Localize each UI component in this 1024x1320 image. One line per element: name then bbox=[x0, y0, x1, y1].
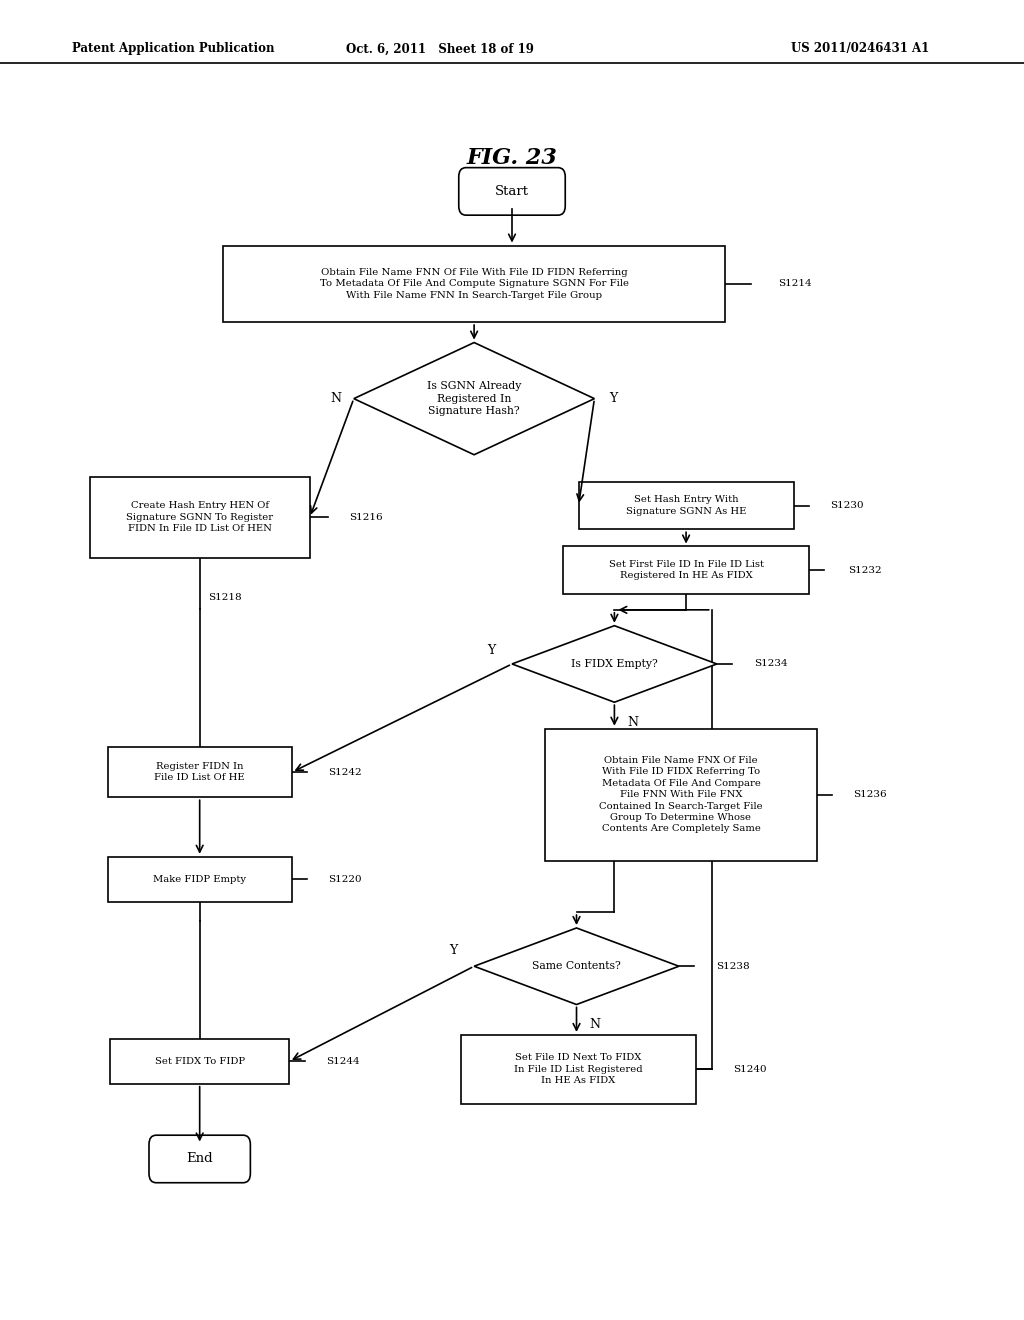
Polygon shape bbox=[474, 928, 679, 1005]
Bar bbox=[111, 1039, 289, 1084]
Text: Same Contents?: Same Contents? bbox=[532, 961, 621, 972]
Text: S1230: S1230 bbox=[830, 502, 863, 510]
Bar bbox=[545, 729, 817, 861]
Text: Set Hash Entry With
Signature SGNN As HE: Set Hash Entry With Signature SGNN As HE bbox=[626, 495, 746, 516]
Text: US 2011/0246431 A1: US 2011/0246431 A1 bbox=[791, 42, 930, 55]
Text: Obtain File Name FNN Of File With File ID FIDN Referring
To Metadata Of File And: Obtain File Name FNN Of File With File I… bbox=[319, 268, 629, 300]
FancyBboxPatch shape bbox=[150, 1135, 250, 1183]
Polygon shape bbox=[354, 343, 594, 454]
Text: Set FIDX To FIDP: Set FIDX To FIDP bbox=[155, 1057, 245, 1065]
Text: Is SGNN Already
Registered In
Signature Hash?: Is SGNN Already Registered In Signature … bbox=[427, 381, 521, 416]
Text: FIG. 23: FIG. 23 bbox=[467, 148, 557, 169]
Text: N: N bbox=[628, 715, 638, 729]
Text: S1244: S1244 bbox=[326, 1057, 359, 1065]
Text: Register FIDN In
File ID List Of HE: Register FIDN In File ID List Of HE bbox=[155, 762, 245, 783]
Bar bbox=[461, 1035, 696, 1104]
Bar bbox=[108, 857, 292, 902]
Text: S1238: S1238 bbox=[717, 962, 750, 970]
Bar bbox=[579, 482, 794, 529]
Text: S1218: S1218 bbox=[209, 594, 242, 602]
Text: S1234: S1234 bbox=[755, 660, 787, 668]
Text: S1214: S1214 bbox=[778, 280, 811, 288]
Text: S1240: S1240 bbox=[733, 1065, 766, 1073]
Text: Y: Y bbox=[608, 392, 617, 405]
Text: End: End bbox=[186, 1152, 213, 1166]
Bar bbox=[108, 747, 292, 797]
Text: Is FIDX Empty?: Is FIDX Empty? bbox=[571, 659, 657, 669]
Bar bbox=[223, 246, 725, 322]
Text: Start: Start bbox=[495, 185, 529, 198]
Text: Make FIDP Empty: Make FIDP Empty bbox=[154, 875, 246, 883]
Text: S1220: S1220 bbox=[329, 875, 361, 883]
Bar bbox=[563, 546, 809, 594]
Text: S1232: S1232 bbox=[849, 566, 882, 574]
Text: N: N bbox=[590, 1018, 600, 1031]
Text: Set File ID Next To FIDX
In File ID List Registered
In HE As FIDX: Set File ID Next To FIDX In File ID List… bbox=[514, 1053, 643, 1085]
Text: Set First File ID In File ID List
Registered In HE As FIDX: Set First File ID In File ID List Regist… bbox=[608, 560, 764, 581]
Text: Patent Application Publication: Patent Application Publication bbox=[72, 42, 274, 55]
Polygon shape bbox=[512, 626, 717, 702]
Text: Obtain File Name FNX Of File
With File ID FIDX Referring To
Metadata Of File And: Obtain File Name FNX Of File With File I… bbox=[599, 756, 763, 833]
Text: Create Hash Entry HEN Of
Signature SGNN To Register
FIDN In File ID List Of HEN: Create Hash Entry HEN Of Signature SGNN … bbox=[126, 502, 273, 533]
Text: N: N bbox=[330, 392, 341, 405]
FancyBboxPatch shape bbox=[459, 168, 565, 215]
Text: Y: Y bbox=[487, 644, 496, 657]
Text: S1236: S1236 bbox=[853, 791, 887, 799]
Text: S1242: S1242 bbox=[329, 768, 361, 776]
Text: Y: Y bbox=[450, 944, 458, 957]
Text: Oct. 6, 2011   Sheet 18 of 19: Oct. 6, 2011 Sheet 18 of 19 bbox=[346, 42, 535, 55]
Text: S1216: S1216 bbox=[349, 513, 383, 521]
Bar bbox=[90, 477, 309, 558]
